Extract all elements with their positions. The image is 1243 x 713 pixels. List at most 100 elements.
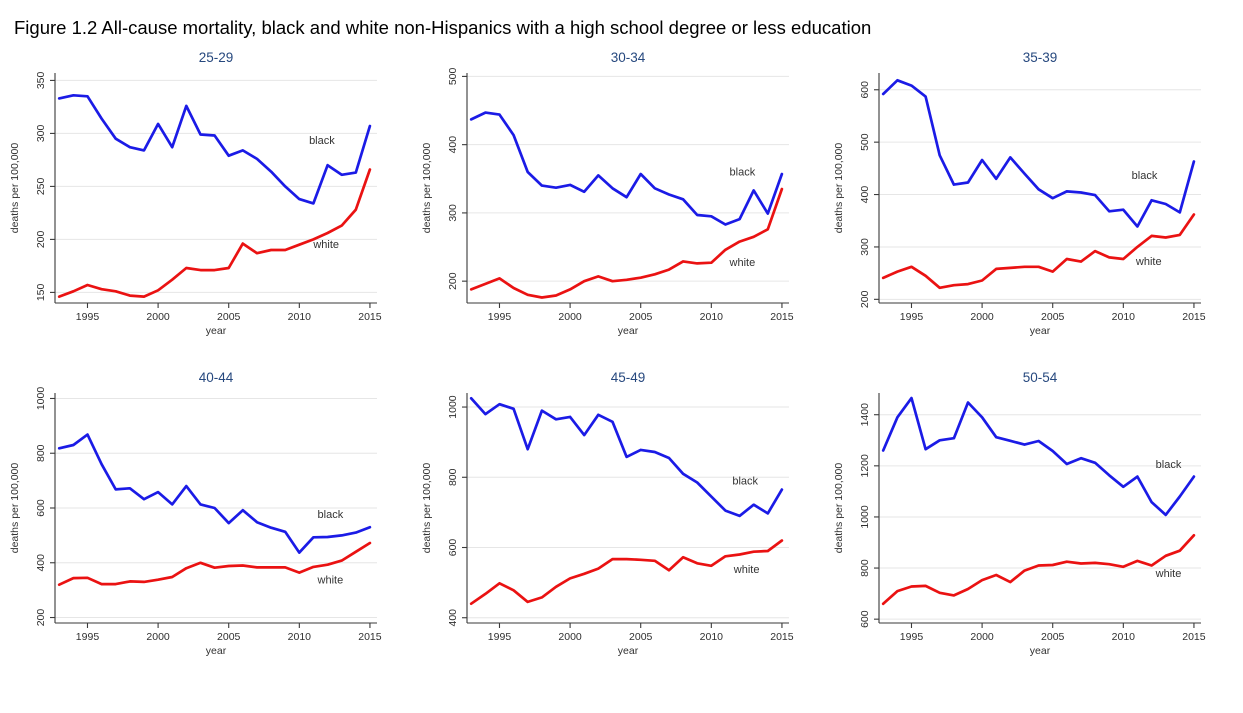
chart-40-44: 40-44 200 400 600 800 1000 1995 2000 2005 2010 201… bbox=[9, 370, 382, 657]
y-tick-label: 400 bbox=[447, 609, 459, 627]
y-tick-label: 250 bbox=[35, 177, 47, 195]
chart-title: 30-34 bbox=[611, 50, 646, 65]
x-tick-label: 2010 bbox=[1112, 631, 1136, 643]
x-tick-label: 2015 bbox=[358, 631, 382, 643]
y-axis-label: deaths per 100,000 bbox=[833, 143, 845, 234]
y-tick-label: 300 bbox=[35, 125, 47, 143]
chart-50-54: 50-54 600 800 1000 1200 1400 1995 2000 2005 2010 2… bbox=[833, 370, 1206, 657]
x-tick-label: 2005 bbox=[1041, 631, 1065, 643]
series-label-black: black bbox=[730, 166, 756, 178]
x-axis-label: year bbox=[1030, 645, 1051, 657]
white-series-line bbox=[469, 539, 784, 606]
x-tick-label: 2005 bbox=[629, 631, 653, 643]
y-tick-label: 1000 bbox=[447, 395, 459, 419]
y-tick-label: 300 bbox=[859, 238, 871, 256]
x-tick-label: 2010 bbox=[288, 311, 312, 323]
series-label-black: black bbox=[309, 135, 335, 147]
charts-grid: 25-29 150 200 250 300 350 1995 2000 2005 2010 2015… bbox=[0, 47, 1243, 675]
y-tick-label: 800 bbox=[859, 559, 871, 577]
chart-45-49: 45-49 400 600 800 1000 1995 2000 2005 2010 2015 de… bbox=[421, 370, 794, 657]
x-tick-label: 2000 bbox=[146, 311, 170, 323]
y-tick-label: 350 bbox=[35, 72, 47, 90]
series-label-black: black bbox=[318, 509, 344, 521]
y-tick-label: 200 bbox=[35, 609, 47, 627]
x-tick-label: 2000 bbox=[558, 631, 582, 643]
x-axis-label: year bbox=[206, 325, 227, 337]
y-tick-label: 200 bbox=[859, 290, 871, 308]
white-series-line bbox=[57, 168, 372, 298]
black-series-line bbox=[57, 433, 372, 554]
x-tick-label: 1995 bbox=[900, 631, 924, 643]
x-axis-label: year bbox=[618, 645, 639, 657]
x-tick-label: 1995 bbox=[488, 631, 512, 643]
x-tick-label: 2015 bbox=[1182, 311, 1206, 323]
series-label-white: white bbox=[1135, 256, 1162, 268]
series-label-black: black bbox=[1132, 170, 1158, 182]
figure-title: Figure 1.2 All-cause mortality, black an… bbox=[14, 17, 872, 38]
y-tick-label: 400 bbox=[447, 136, 459, 154]
white-series-line bbox=[881, 533, 1196, 606]
x-tick-label: 2000 bbox=[146, 631, 170, 643]
x-tick-label: 2000 bbox=[970, 311, 994, 323]
x-axis-label: year bbox=[618, 325, 639, 337]
y-tick-label: 600 bbox=[447, 539, 459, 557]
chart-30-34: 30-34 200 300 400 500 1995 2000 2005 2010 2015 dea… bbox=[421, 50, 794, 337]
y-tick-label: 150 bbox=[35, 283, 47, 301]
x-tick-label: 2005 bbox=[1041, 311, 1065, 323]
black-series-line bbox=[881, 78, 1196, 228]
series-label-black: black bbox=[1156, 459, 1182, 471]
white-series-line bbox=[881, 213, 1196, 290]
y-tick-label: 200 bbox=[35, 230, 47, 248]
y-tick-label: 500 bbox=[859, 133, 871, 151]
chart-title: 40-44 bbox=[199, 370, 234, 385]
y-axis-label: deaths per 100,000 bbox=[421, 143, 433, 234]
series-label-white: white bbox=[312, 239, 339, 251]
series-label-black: black bbox=[732, 475, 758, 487]
black-series-line bbox=[469, 111, 784, 226]
x-tick-label: 2000 bbox=[970, 631, 994, 643]
series-label-white: white bbox=[1155, 568, 1182, 580]
y-tick-label: 600 bbox=[859, 610, 871, 628]
x-tick-label: 2005 bbox=[217, 631, 241, 643]
y-axis-label: deaths per 100,000 bbox=[9, 143, 21, 234]
series-label-white: white bbox=[317, 574, 344, 586]
series-label-white: white bbox=[733, 564, 760, 576]
y-tick-label: 1400 bbox=[859, 403, 871, 427]
black-series-line bbox=[881, 396, 1196, 517]
x-tick-label: 2010 bbox=[288, 631, 312, 643]
y-tick-label: 400 bbox=[859, 186, 871, 204]
y-tick-label: 400 bbox=[35, 554, 47, 572]
chart-title: 25-29 bbox=[199, 50, 234, 65]
y-axis-label: deaths per 100,000 bbox=[421, 463, 433, 554]
y-tick-label: 200 bbox=[447, 272, 459, 290]
white-series-line bbox=[469, 187, 784, 299]
black-series-line bbox=[57, 93, 372, 205]
y-tick-label: 1000 bbox=[35, 387, 47, 411]
y-tick-label: 500 bbox=[447, 67, 459, 85]
y-tick-label: 800 bbox=[447, 468, 459, 486]
chart-title: 50-54 bbox=[1023, 370, 1058, 385]
y-tick-label: 300 bbox=[447, 204, 459, 222]
x-tick-label: 1995 bbox=[76, 631, 100, 643]
x-tick-label: 1995 bbox=[900, 311, 924, 323]
chart-title: 35-39 bbox=[1023, 50, 1058, 65]
white-series-line bbox=[57, 541, 372, 587]
x-tick-label: 2005 bbox=[629, 311, 653, 323]
y-tick-label: 800 bbox=[35, 444, 47, 462]
series-label-white: white bbox=[729, 257, 756, 269]
x-tick-label: 2015 bbox=[1182, 631, 1206, 643]
x-tick-label: 2010 bbox=[700, 311, 724, 323]
x-tick-label: 1995 bbox=[76, 311, 100, 323]
x-tick-label: 2010 bbox=[1112, 311, 1136, 323]
x-axis-label: year bbox=[206, 645, 227, 657]
chart-25-29: 25-29 150 200 250 300 350 1995 2000 2005 2010 2015… bbox=[9, 50, 382, 337]
x-axis-label: year bbox=[1030, 325, 1051, 337]
y-axis-label: deaths per 100,000 bbox=[9, 463, 21, 554]
y-tick-label: 600 bbox=[859, 81, 871, 99]
y-axis-label: deaths per 100,000 bbox=[833, 463, 845, 554]
y-tick-label: 1000 bbox=[859, 505, 871, 529]
x-tick-label: 2015 bbox=[770, 311, 794, 323]
x-tick-label: 2015 bbox=[358, 311, 382, 323]
chart-35-39: 35-39 200 300 400 500 600 1995 2000 2005 2010 2015… bbox=[833, 50, 1206, 337]
x-tick-label: 2015 bbox=[770, 631, 794, 643]
